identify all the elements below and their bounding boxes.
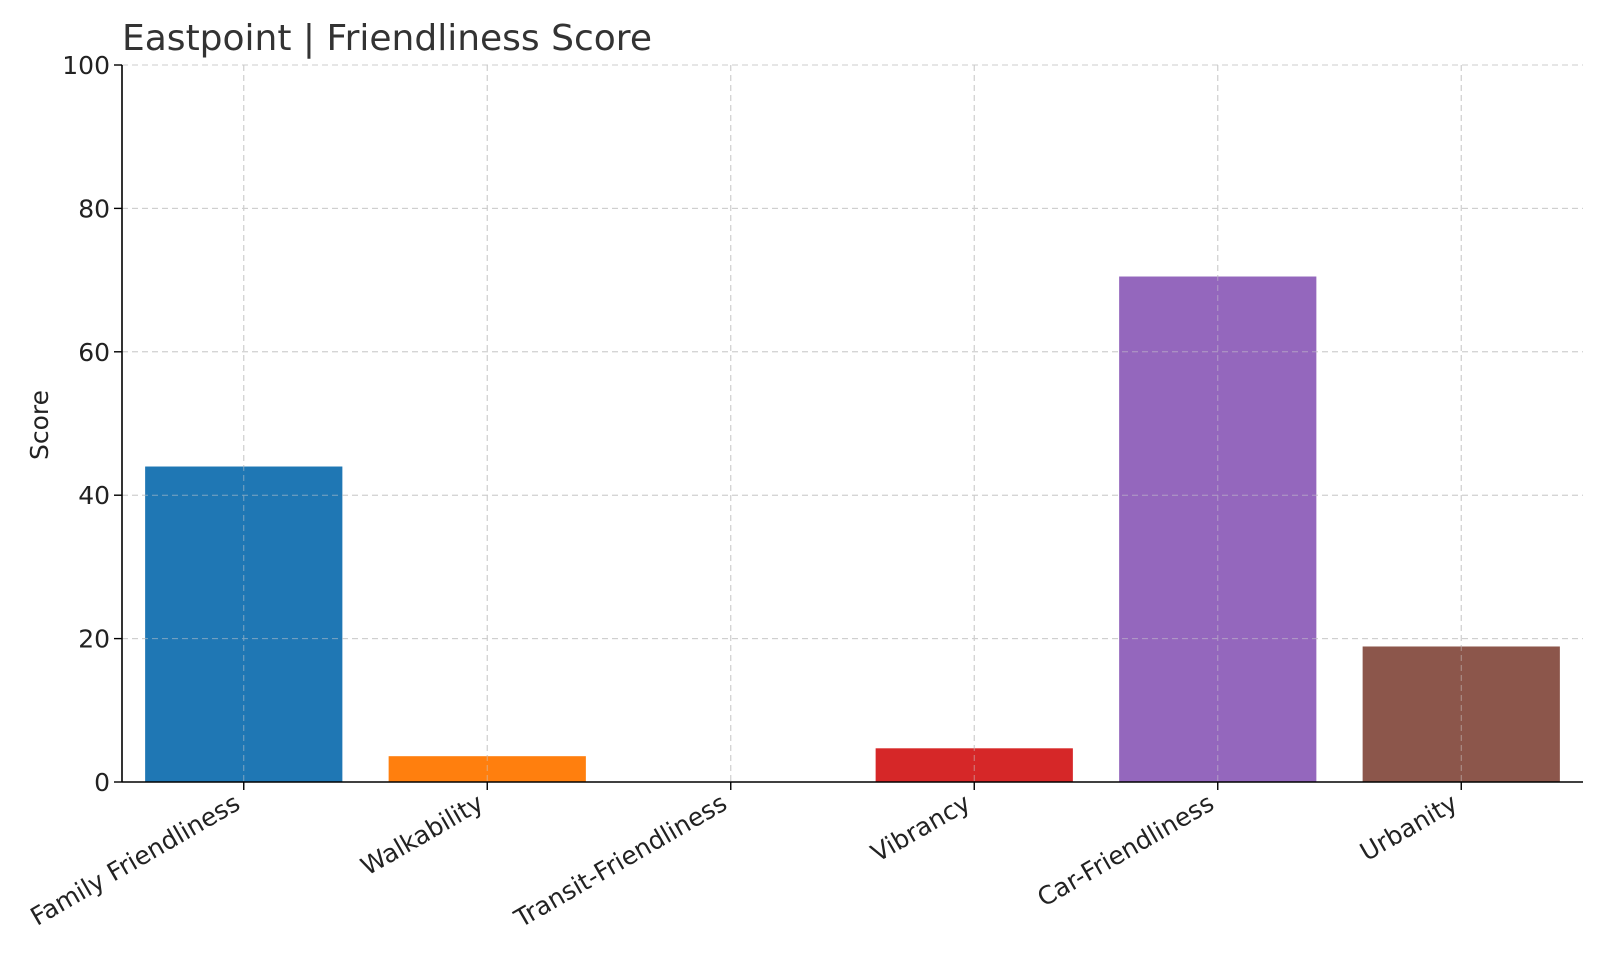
axes <box>121 65 1583 783</box>
x-tick-label: Transit-Friendliness <box>509 788 732 934</box>
x-tick-label: Car-Friendliness <box>1032 788 1218 912</box>
x-tick-label: Vibrancy <box>866 788 975 868</box>
x-tick-label: Urbanity <box>1355 788 1462 867</box>
bar-family-friendliness <box>145 466 343 782</box>
y-tick-label: 0 <box>94 768 110 797</box>
y-axis-ticks: 0 20 40 60 80 100 <box>62 51 122 797</box>
y-tick-label: 100 <box>62 51 110 80</box>
y-tick-label: 80 <box>78 194 110 223</box>
x-tick-label: Walkability <box>356 788 488 881</box>
x-axis-ticks: Family Friendliness Walkability Transit-Fr… <box>25 782 1462 934</box>
y-axis-title: Score <box>25 390 54 460</box>
x-tick-label: Family Friendliness <box>25 788 244 931</box>
chart-title: Eastpoint | Friendliness Score <box>122 18 652 59</box>
y-tick-label: 60 <box>78 338 110 367</box>
y-tick-label: 20 <box>78 625 110 654</box>
y-tick-label: 40 <box>78 481 110 510</box>
bars <box>145 276 1560 782</box>
